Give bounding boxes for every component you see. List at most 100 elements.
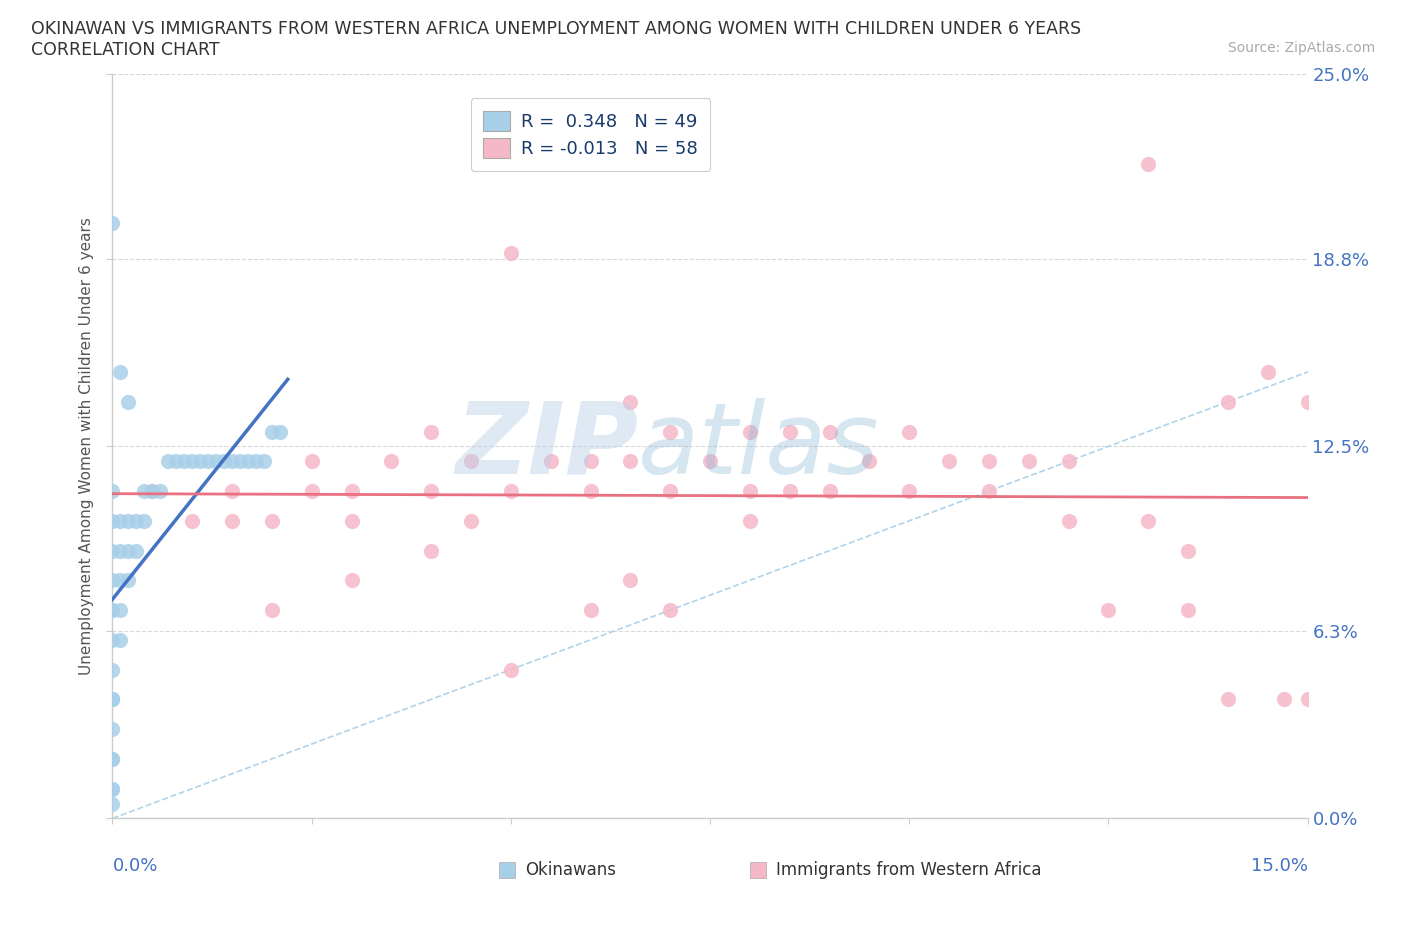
Point — [101, 543, 124, 558]
Point — [818, 484, 841, 498]
Point — [420, 543, 443, 558]
Point — [101, 513, 124, 528]
Point — [540, 454, 562, 469]
Point — [779, 424, 801, 439]
Point — [818, 424, 841, 439]
Point — [579, 454, 602, 469]
Text: 15.0%: 15.0% — [1250, 857, 1308, 875]
Point — [134, 513, 156, 528]
Point — [101, 692, 124, 707]
Point — [253, 454, 276, 469]
Point — [380, 454, 402, 469]
Point — [579, 603, 602, 618]
Point — [197, 454, 219, 469]
Point — [101, 603, 124, 618]
Point — [460, 454, 482, 469]
Point — [420, 424, 443, 439]
Point — [898, 484, 921, 498]
Point — [149, 484, 172, 498]
Point — [205, 454, 228, 469]
Point — [738, 424, 761, 439]
Point — [229, 454, 252, 469]
Point — [101, 722, 124, 737]
Point — [1057, 454, 1080, 469]
Point — [101, 632, 124, 647]
Point — [101, 751, 124, 766]
Point — [738, 484, 761, 498]
Point — [157, 454, 180, 469]
Point — [101, 692, 124, 707]
Point — [659, 424, 682, 439]
Point — [125, 543, 148, 558]
Text: Okinawans: Okinawans — [524, 861, 616, 880]
Point — [779, 484, 801, 498]
Point — [110, 573, 132, 588]
Point — [181, 454, 204, 469]
Point — [420, 484, 443, 498]
Point — [1137, 513, 1160, 528]
Point — [619, 573, 641, 588]
Point — [858, 454, 880, 469]
Point — [245, 454, 267, 469]
Point — [134, 484, 156, 498]
Point — [499, 662, 522, 677]
Point — [117, 543, 139, 558]
Point — [101, 573, 124, 588]
Point — [141, 484, 163, 498]
Point — [101, 781, 124, 796]
Point — [221, 484, 243, 498]
Point — [221, 513, 243, 528]
Point — [1296, 394, 1319, 409]
Point — [110, 603, 132, 618]
Point — [110, 632, 132, 647]
Point — [340, 484, 363, 498]
Point — [1097, 603, 1119, 618]
Point — [236, 454, 259, 469]
Point — [117, 573, 139, 588]
Point — [938, 454, 960, 469]
Point — [1137, 156, 1160, 171]
Y-axis label: Unemployment Among Women with Children Under 6 years: Unemployment Among Women with Children U… — [79, 218, 94, 675]
Text: OKINAWAN VS IMMIGRANTS FROM WESTERN AFRICA UNEMPLOYMENT AMONG WOMEN WITH CHILDRE: OKINAWAN VS IMMIGRANTS FROM WESTERN AFRI… — [31, 20, 1081, 38]
Point — [1177, 603, 1199, 618]
Point — [101, 781, 124, 796]
Point — [221, 454, 243, 469]
Point — [977, 484, 1000, 498]
Point — [260, 424, 283, 439]
Point — [619, 454, 641, 469]
Point — [260, 603, 283, 618]
Point — [499, 246, 522, 260]
Point — [101, 796, 124, 811]
Point — [110, 365, 132, 379]
Point — [125, 513, 148, 528]
Point — [1272, 692, 1295, 707]
Text: CORRELATION CHART: CORRELATION CHART — [31, 41, 219, 59]
Point — [659, 484, 682, 498]
Point — [1057, 513, 1080, 528]
Point — [1296, 692, 1319, 707]
Legend: R =  0.348   N = 49, R = -0.013   N = 58: R = 0.348 N = 49, R = -0.013 N = 58 — [471, 99, 710, 170]
Point — [110, 543, 132, 558]
Point — [579, 484, 602, 498]
Point — [659, 603, 682, 618]
Point — [165, 454, 187, 469]
Point — [340, 573, 363, 588]
Point — [1257, 365, 1279, 379]
Point — [101, 692, 124, 707]
Point — [1177, 543, 1199, 558]
Point — [499, 484, 522, 498]
Point — [181, 513, 204, 528]
Point — [898, 424, 921, 439]
Point — [619, 394, 641, 409]
Point — [101, 603, 124, 618]
Point — [460, 513, 482, 528]
Point — [1018, 454, 1040, 469]
Point — [110, 513, 132, 528]
Point — [117, 394, 139, 409]
Point — [269, 424, 291, 439]
Text: Source: ZipAtlas.com: Source: ZipAtlas.com — [1227, 41, 1375, 55]
Point — [141, 484, 163, 498]
Point — [188, 454, 211, 469]
Point — [738, 513, 761, 528]
Point — [260, 513, 283, 528]
